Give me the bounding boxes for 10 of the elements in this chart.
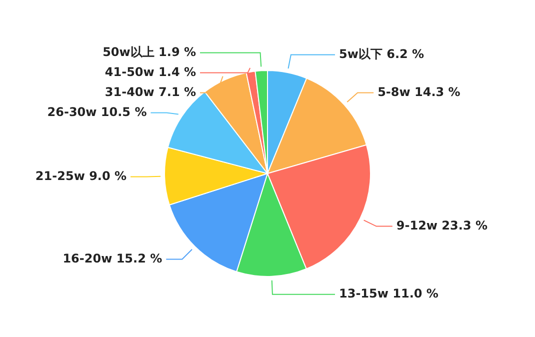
slice-label: 5w以下 6.2 %	[339, 46, 424, 61]
slice-label: 50w以上 1.9 %	[102, 44, 196, 59]
legend-label: 31-40w 7.1 %	[104, 84, 196, 99]
slice-label: 9-12w 23.3 %	[396, 218, 488, 232]
slice-label: 21-25w 9.0 %	[35, 168, 127, 183]
slice-label: 13-15w 11.0 %	[339, 286, 438, 301]
slice-label: 26-30w 10.5 %	[47, 104, 147, 119]
slice-label: 41-50w 1.4 %	[104, 64, 196, 79]
slice-label: 5-8w 14.3 %	[378, 84, 460, 99]
slice-label: 16-20w 15.2 %	[62, 251, 162, 266]
